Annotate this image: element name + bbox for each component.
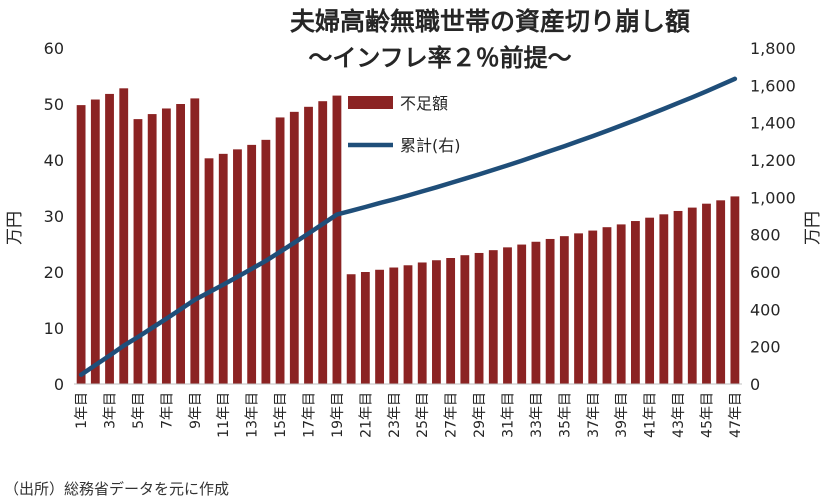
x-tick-label: 17年目	[302, 392, 318, 438]
bar	[716, 200, 726, 384]
bar	[218, 153, 228, 384]
bar	[460, 255, 470, 384]
x-tick-label: 5年目	[131, 392, 147, 429]
x-tick-label: 43年目	[671, 392, 687, 438]
bar	[659, 214, 669, 384]
bar	[389, 267, 399, 384]
y-tick-left: 0	[54, 375, 64, 394]
y-tick-left: 40	[44, 151, 64, 170]
x-tick-label: 45年目	[699, 392, 715, 438]
bar	[687, 207, 697, 384]
bar	[147, 114, 157, 384]
x-tick-label: 39年目	[614, 392, 630, 438]
bar	[616, 224, 626, 384]
bar	[446, 258, 456, 384]
x-tick-label: 15年目	[273, 392, 289, 438]
bar	[304, 106, 313, 385]
bar	[517, 244, 527, 384]
plot-area: 010203040506002004006008001,0001,2001,40…	[44, 39, 796, 438]
bar	[602, 227, 612, 384]
bar	[559, 236, 569, 384]
x-tick-label: 37年目	[586, 392, 602, 438]
y-tick-right: 1,600	[750, 76, 796, 95]
legend-swatch-bar	[348, 96, 393, 109]
y-tick-right: 1,800	[750, 39, 796, 58]
bar	[247, 144, 257, 384]
y-tick-right: 1,400	[750, 114, 796, 133]
bar	[375, 269, 384, 384]
cumulative-line	[78, 76, 738, 377]
x-tick-label: 31年目	[500, 392, 516, 438]
y-tick-right: 1,000	[750, 188, 796, 207]
bar	[730, 196, 740, 384]
x-tick-label: 9年目	[188, 392, 204, 429]
x-tick-label: 13年目	[245, 392, 261, 438]
bar	[474, 252, 484, 384]
y-tick-right: 200	[750, 338, 781, 357]
y-tick-right: 400	[750, 300, 781, 319]
bar	[346, 274, 356, 384]
x-tick-label: 35年目	[557, 392, 573, 438]
bar	[630, 221, 640, 384]
bar	[673, 210, 683, 384]
bar	[233, 149, 242, 384]
y-tick-left: 30	[44, 207, 64, 226]
bar	[332, 95, 342, 384]
x-tick-label: 1年目	[74, 392, 90, 429]
x-tick-label: 21年目	[358, 392, 374, 438]
bar	[289, 111, 299, 384]
legend: 不足額 累計(右)	[348, 94, 461, 155]
legend-label-bar: 不足額	[400, 94, 448, 113]
bar	[360, 272, 370, 384]
y-tick-left: 60	[44, 39, 64, 58]
x-tick-label: 19年目	[330, 392, 346, 438]
bar	[133, 119, 143, 385]
y-axis-right-label: 万円	[803, 211, 823, 245]
bar	[90, 99, 100, 385]
bar	[76, 105, 86, 385]
bar	[403, 265, 413, 384]
x-tick-label: 47年目	[728, 392, 744, 438]
bar	[588, 230, 598, 384]
bar	[702, 203, 711, 384]
y-tick-left: 50	[44, 95, 64, 114]
y-tick-left: 20	[44, 263, 64, 282]
y-tick-right: 600	[750, 263, 781, 282]
source-note: （出所）総務省データを元に作成	[4, 480, 230, 498]
bar	[503, 247, 512, 384]
legend-label-line: 累計(右)	[400, 136, 461, 155]
y-tick-right: 0	[750, 375, 760, 394]
bar	[531, 241, 541, 384]
bar	[204, 158, 214, 384]
x-tick-label: 27年目	[444, 392, 460, 438]
bar	[119, 88, 129, 384]
y-tick-right: 800	[750, 226, 781, 245]
bar	[488, 250, 498, 384]
chart-subtitle: ～インフレ率２％前提～	[308, 44, 571, 72]
y-axis-left-label: 万円	[5, 211, 25, 245]
x-tick-label: 11年目	[216, 392, 232, 438]
bar	[105, 93, 114, 385]
x-tick-label: 3年目	[103, 392, 119, 429]
y-tick-right: 1,200	[750, 151, 796, 170]
bar	[161, 108, 171, 384]
x-tick-label: 23年目	[387, 392, 403, 438]
x-tick-label: 33年目	[529, 392, 545, 438]
bar	[190, 98, 200, 385]
chart-title: 夫婦高齢無職世帯の資産切り崩し額	[290, 7, 690, 36]
bar	[176, 104, 186, 384]
x-tick-label: 7年目	[159, 392, 175, 429]
bar	[417, 262, 427, 384]
bar	[432, 260, 441, 384]
x-tick-label: 25年目	[415, 392, 431, 438]
y-tick-left: 10	[44, 319, 64, 338]
x-tick-label: 41年目	[643, 392, 659, 438]
bar	[574, 233, 583, 384]
x-tick-label: 29年目	[472, 392, 488, 438]
bar	[645, 217, 655, 384]
bar	[318, 101, 328, 384]
bar	[545, 238, 555, 384]
